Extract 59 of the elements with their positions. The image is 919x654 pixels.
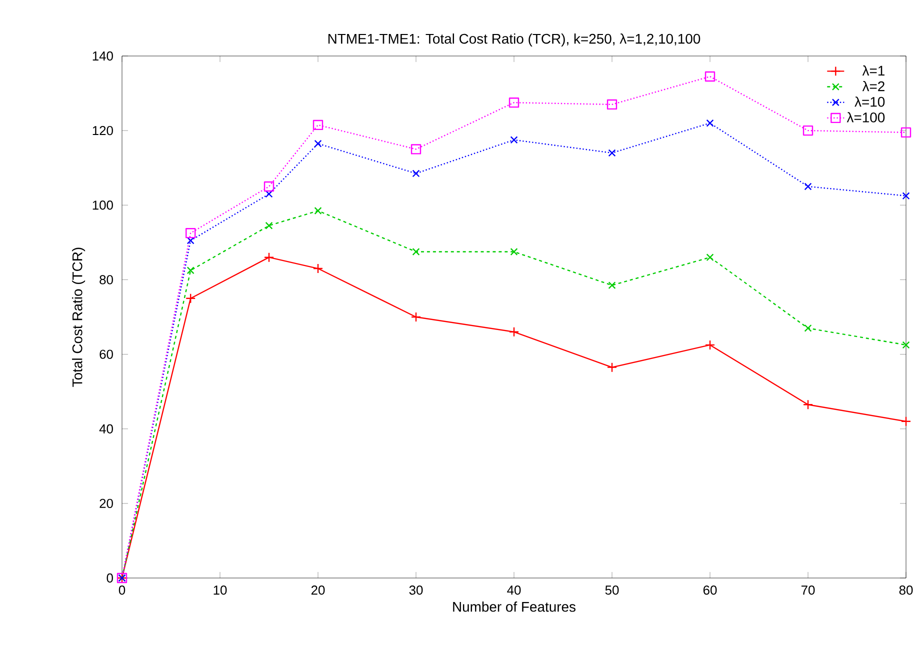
y-axis-title: Total Cost Ratio (TCR) [72,248,86,387]
x-tick-label: 80 [899,586,913,595]
legend-label: λ=100 [846,112,885,122]
point [606,362,618,372]
point [606,99,618,110]
point [804,324,812,332]
legend-label: λ=2 [862,80,884,92]
point [314,206,322,214]
legend-label: λ=1 [862,65,884,76]
point [706,254,714,262]
point [264,181,274,192]
x-tick-label: 10 [214,586,227,595]
point [510,136,518,144]
point [900,416,912,426]
point [186,228,196,238]
x-tick-label: 70 [801,586,815,595]
y-tick-label: 0 [106,573,113,583]
point [608,149,616,157]
y-tick-label: 120 [92,126,113,136]
point [265,222,273,230]
x-tick-label: 60 [703,586,717,595]
point [804,182,812,190]
point [264,252,274,262]
point [802,400,814,410]
point [265,190,273,198]
point [704,71,716,82]
point [186,266,194,274]
y-tick-label: 20 [100,498,113,508]
y-tick-label: 100 [92,200,113,210]
point [608,282,616,290]
point [704,340,716,350]
point [902,341,910,349]
point [412,170,420,178]
x-tick-label: 20 [311,586,325,595]
point [312,263,324,274]
point [706,119,714,127]
x-axis-title: Number of Features [453,602,576,612]
y-tick-label: 80 [100,275,113,284]
x-tick-label: 40 [507,586,521,595]
point [314,140,322,148]
point [510,248,518,256]
point [412,248,420,256]
x-tick-label: 30 [409,586,423,595]
chart-title: NTME1-TME1: Total Cost Ratio (TCR), k=250, λ=1,2,10,100 [328,33,700,46]
x-tick-label: 0 [118,586,126,595]
point [410,144,422,154]
point [312,120,324,130]
y-tick-label: 140 [92,51,113,61]
point [508,98,520,108]
y-tick-label: 60 [100,350,113,359]
point [900,127,912,138]
y-tick-label: 40 [99,424,113,434]
point [410,312,422,322]
x-tick-label: 50 [605,586,619,595]
point [802,125,814,136]
legend-label: λ=10 [854,96,885,107]
point [508,326,520,337]
point [186,293,196,304]
point [902,192,910,200]
